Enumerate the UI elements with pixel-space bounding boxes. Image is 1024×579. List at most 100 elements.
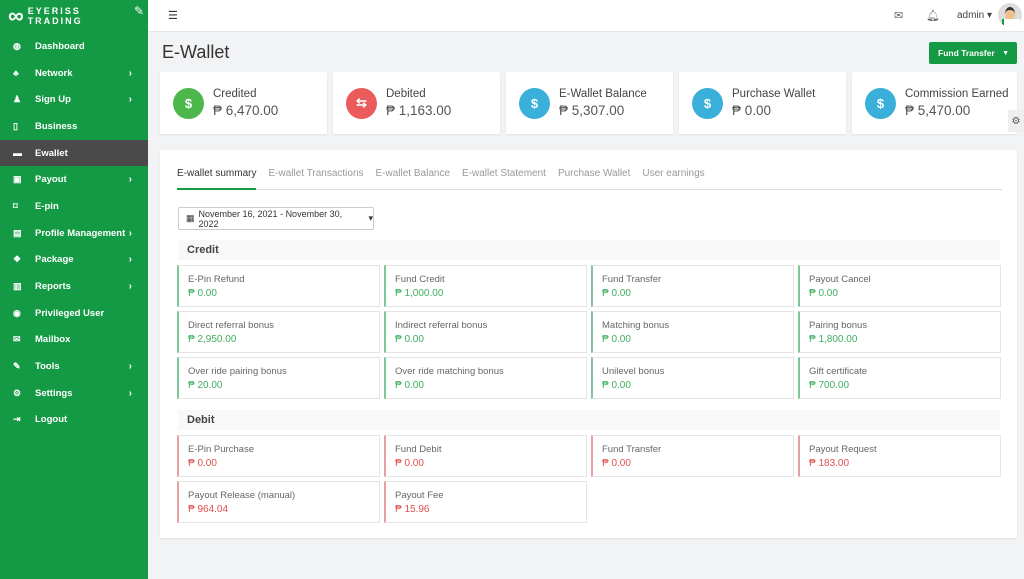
sitemap-icon: ♣ <box>13 68 19 79</box>
item-amount: ₱ 15.96 <box>395 504 430 515</box>
settings-gear-icon[interactable]: ⚙ <box>1008 110 1024 132</box>
item-amount: ₱ 0.00 <box>188 458 217 469</box>
sidebar-item-e-pin[interactable]: ⌑ E-pin <box>0 193 148 220</box>
sidebar-item-payout[interactable]: ▣ Payout › <box>0 166 148 193</box>
chevron-right-icon: › <box>128 227 132 239</box>
item-amount: ₱ 1,800.00 <box>809 334 858 345</box>
mail-icon[interactable]: ✉ <box>894 10 904 22</box>
tab-purchase-wallet[interactable]: Purchase Wallet <box>557 168 631 179</box>
money-bag-icon: $ <box>519 87 550 119</box>
id-card-icon: ▤ <box>13 227 22 238</box>
stat-card-debited: ⇆ Debited ₱ 1,163.00 <box>333 72 500 134</box>
sidebar-item-label: Mailbox <box>35 334 71 346</box>
item-amount: ₱ 1,000.00 <box>395 288 444 299</box>
user-menu[interactable]: admin ▾ <box>957 10 993 21</box>
sidebar-item-ewallet[interactable]: ▬ Ewallet <box>0 139 148 167</box>
date-range-picker[interactable]: ▦ November 16, 2021 - November 30, 2022 ▾ <box>178 207 374 230</box>
chevron-right-icon: › <box>128 174 132 186</box>
chevron-right-icon: › <box>128 254 132 266</box>
item-amount: ₱ 0.00 <box>809 288 838 299</box>
money-bag-icon: $ <box>173 87 204 119</box>
sidebar-item-dashboard[interactable]: ◍ Dashboard <box>0 33 148 60</box>
sidebar-item-tools[interactable]: ✎ Tools › <box>0 353 148 380</box>
sidebar-item-label: Tools <box>35 361 60 373</box>
item-amount: ₱ 0.00 <box>602 288 631 299</box>
chevron-right-icon: › <box>128 67 132 79</box>
sidebar-item-label: Reports <box>35 281 71 293</box>
sidebar: ∞ EYERISS TRADING ✎ ◍ Dashboard ♣ Network › ♟ S… <box>0 0 148 579</box>
sidebar-item-sign-up[interactable]: ♟ Sign Up › <box>0 86 148 113</box>
item-amount: ₱ 964.04 <box>188 504 229 515</box>
item-label: Over ride pairing bonus <box>188 366 287 377</box>
avatar[interactable] <box>998 3 1022 27</box>
money-icon: ▣ <box>13 174 22 185</box>
debit-item: Fund Transfer ₱ 0.00 <box>591 435 794 477</box>
sidebar-item-label: Network <box>35 67 73 79</box>
fund-transfer-button[interactable]: Fund Transfer ▼ <box>929 42 1017 64</box>
logo[interactable]: ∞ EYERISS TRADING <box>8 3 83 28</box>
sidebar-item-network[interactable]: ♣ Network › <box>0 60 148 87</box>
sidebar-item-label: Profile Management <box>35 227 126 239</box>
debit-item: Payout Release (manual) ₱ 964.04 <box>177 481 380 523</box>
stat-value: ₱ 6,470.00 <box>213 103 279 118</box>
sidebar-item-label: Logout <box>35 414 68 426</box>
stat-title: Credited <box>213 88 257 100</box>
sidebar-item-label: Settings <box>35 387 73 399</box>
debit-item: Payout Request ₱ 183.00 <box>798 435 1001 477</box>
tabs: E-wallet summary E-wallet Transactions E-w… <box>177 167 1002 190</box>
chevron-right-icon: › <box>128 387 132 399</box>
stat-title: Commission Earned <box>905 88 1009 100</box>
debit-item: Payout Fee ₱ 15.96 <box>384 481 587 523</box>
tab-e-wallet-balance[interactable]: E-wallet Balance <box>375 168 450 179</box>
item-label: Fund Transfer <box>602 274 662 285</box>
item-amount: ₱ 0.00 <box>395 458 424 469</box>
sidebar-item-label: E-pin <box>35 200 59 212</box>
sidebar-item-settings[interactable]: ⚙ Settings › <box>0 380 148 407</box>
sidebar-item-logout[interactable]: ⇥ Logout <box>0 407 148 434</box>
bell-icon[interactable]: 🔔︎ <box>926 10 940 22</box>
caret-down-icon[interactable]: ▼ <box>1002 49 1009 57</box>
sidebar-item-profile-management[interactable]: ▤ Profile Management › <box>0 220 148 247</box>
sidebar-item-reports[interactable]: ▥ Reports › <box>0 273 148 300</box>
bar-chart-icon: ▥ <box>13 281 22 292</box>
item-label: Payout Release (manual) <box>188 490 296 501</box>
topbar: ☰ ✉ 🔔︎ admin ▾ <box>148 0 1024 32</box>
sidebar-item-package[interactable]: ❖ Package › <box>0 247 148 274</box>
item-label: Fund Credit <box>395 274 445 285</box>
sidebar-item-business[interactable]: ▯ Business <box>0 113 148 140</box>
money-bag-icon: $ <box>692 87 723 119</box>
sidebar-item-label: Dashboard <box>35 40 85 52</box>
tablet-icon: ▯ <box>13 120 18 131</box>
ewallet-summary-panel: E-wallet summary E-wallet Transactions E-w… <box>160 150 1017 538</box>
item-amount: ₱ 0.00 <box>602 458 631 469</box>
tab-e-wallet-transactions[interactable]: E-wallet Transactions <box>268 168 364 179</box>
stat-value: ₱ 5,307.00 <box>559 103 625 118</box>
menu-toggle-icon[interactable]: ☰ <box>168 10 178 22</box>
credit-item: Gift certificate ₱ 700.00 <box>798 357 1001 399</box>
tab-e-wallet-summary[interactable]: E-wallet summary <box>177 167 257 190</box>
sidebar-item-label: Ewallet <box>35 147 68 159</box>
item-label: Fund Debit <box>395 444 442 455</box>
sidebar-item-label: Package <box>35 254 74 266</box>
credit-item: Unilevel bonus ₱ 0.00 <box>591 357 794 399</box>
edit-icon[interactable]: ✎ <box>133 4 144 18</box>
sidebar-item-mailbox[interactable]: ✉ Mailbox <box>0 327 148 354</box>
sidebar-item-label: Business <box>35 120 78 132</box>
stat-card-credited: $ Credited ₱ 6,470.00 <box>160 72 327 134</box>
stat-title: Purchase Wallet <box>732 88 816 100</box>
sidebar-item-label: Sign Up <box>35 94 71 106</box>
debit-item: E-Pin Purchase ₱ 0.00 <box>177 435 380 477</box>
stat-value: ₱ 0.00 <box>732 103 772 118</box>
envelope-icon: ✉ <box>13 334 21 345</box>
user-plus-icon: ♟ <box>13 94 22 105</box>
tab-user-earnings[interactable]: User earnings <box>642 168 705 179</box>
stat-title: Debited <box>386 88 426 100</box>
stat-card-commission-earned: $ Commission Earned ₱ 5,470.00 <box>852 72 1017 134</box>
sidebar-item-privileged-user[interactable]: ◉ Privileged User <box>0 300 148 327</box>
item-label: Direct referral bonus <box>188 320 275 331</box>
credit-item: Over ride matching bonus ₱ 0.00 <box>384 357 587 399</box>
stat-value: ₱ 1,163.00 <box>386 103 452 118</box>
tab-e-wallet-statement[interactable]: E-wallet Statement <box>462 168 546 179</box>
chevron-right-icon: › <box>128 94 132 106</box>
stat-value: ₱ 5,470.00 <box>905 103 971 118</box>
